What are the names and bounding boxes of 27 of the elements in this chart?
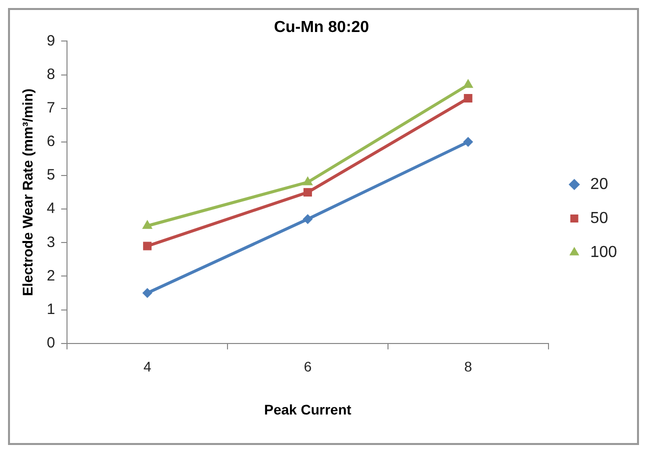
legend-label: 50 [590, 210, 608, 227]
x-tick-label: 6 [304, 358, 312, 375]
point [463, 136, 474, 147]
point [143, 242, 152, 250]
y-tick-label: 9 [46, 32, 56, 50]
point [142, 288, 152, 298]
y-tick-label: 5 [46, 166, 56, 184]
legend-label: 20 [590, 176, 608, 193]
legend-label: 100 [590, 244, 618, 261]
point [303, 188, 312, 197]
y-tick-label: 7 [46, 99, 56, 116]
x-axis-title: Peak Current [264, 401, 352, 418]
y-axis-title: Electrode Wear Rate (mm³/min) [19, 88, 36, 296]
point [302, 176, 313, 186]
point [464, 94, 472, 103]
y-tick-label: 1 [46, 300, 56, 318]
x-tick-label: 8 [464, 358, 472, 375]
point [462, 78, 474, 88]
y-tick-label: 4 [46, 200, 56, 218]
y-tick-label: 2 [46, 267, 56, 284]
point [302, 214, 313, 224]
x-tick-label: 4 [143, 358, 152, 375]
chart-title: Cu-Mn 80:20 [274, 19, 370, 36]
y-tick-label: 6 [46, 133, 56, 150]
y-tick-label: 3 [46, 234, 56, 251]
y-tick-label: 8 [46, 66, 56, 83]
y-tick-label: 0 [46, 334, 56, 352]
